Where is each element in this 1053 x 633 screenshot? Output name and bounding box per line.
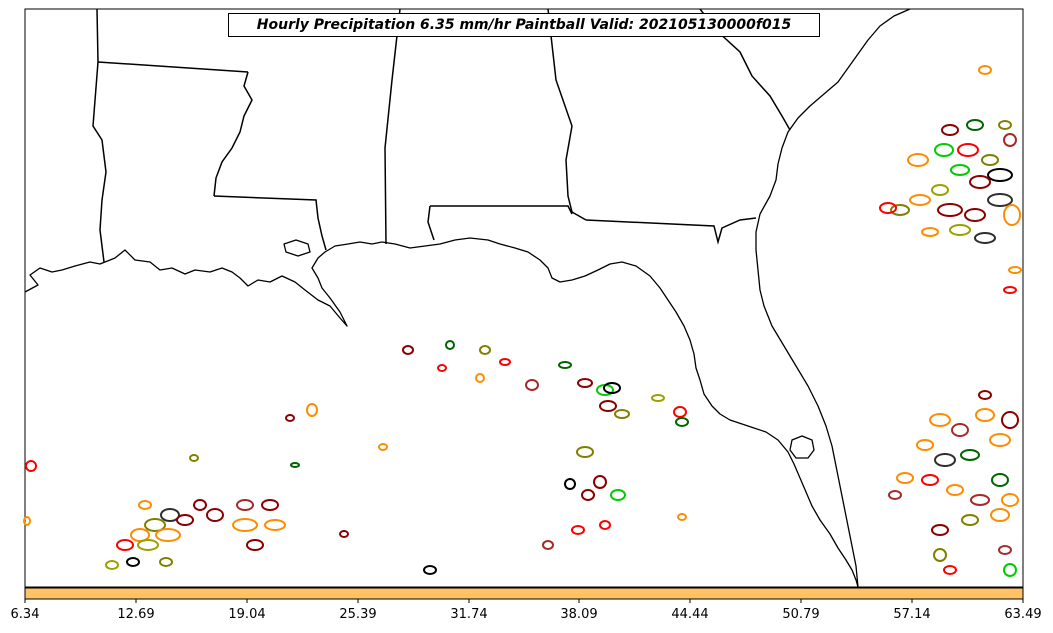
border-ms-al: [384, 8, 401, 245]
lake-okeechobee: [789, 435, 815, 459]
colorbar-tick-label: 57.14: [893, 607, 931, 622]
precip-cluster-central-gulf: [25, 340, 689, 575]
border-tx-la: [92, 8, 107, 263]
precip-cluster-southwest-gulf: [23, 499, 286, 570]
colorbar: [24, 587, 1024, 600]
coastline-gulf-states: [381, 237, 859, 588]
precip-paintballs-layer: [23, 65, 1022, 577]
border-ar-la: [97, 61, 249, 73]
border-al-ga: [547, 8, 587, 221]
colorbar-tick-label: 31.74: [450, 607, 488, 622]
map-title: Hourly Precipitation 6.35 mm/hr Paintbal…: [228, 13, 820, 37]
border-ga-fl: [585, 217, 757, 245]
colorbar-tick-label: 63.49: [1004, 607, 1042, 622]
colorbar-tick-label: 6.34: [10, 607, 40, 622]
colorbar-tick-label: 19.04: [228, 607, 266, 622]
colorbar-tick-label: 25.39: [339, 607, 377, 622]
colorbar-tick-label: 38.09: [560, 607, 598, 622]
coastline-layer: [24, 8, 911, 588]
border-al-fl: [430, 205, 573, 215]
border-la-ms-31: [213, 195, 327, 251]
state-borders-layer: [92, 8, 791, 263]
lake-pontchartrain: [283, 239, 311, 257]
colorbar-tick-label: 12.69: [117, 607, 155, 622]
precip-cluster-atlantic-south: [888, 390, 1019, 577]
coastline-louisiana-texas: [24, 241, 383, 327]
colorbar-tick-label: 50.79: [782, 607, 820, 622]
precip-cluster-atlantic-north: [879, 65, 1022, 294]
border-al-fl-west: [427, 205, 435, 241]
border-la-ms-river: [213, 71, 253, 197]
coastline-florida-atlantic: [755, 213, 859, 588]
colorbar-tick-label: 44.44: [671, 607, 709, 622]
coastline-southeast-atlantic: [759, 8, 911, 215]
colorbar-ticks: [24, 599, 1024, 603]
map-frame: [24, 8, 1024, 588]
